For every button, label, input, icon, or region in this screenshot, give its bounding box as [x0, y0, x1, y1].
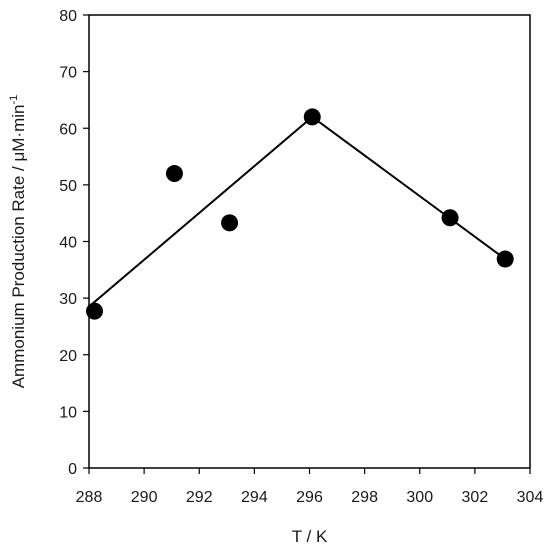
- data-point: [496, 250, 514, 268]
- y-tick-label: 10: [59, 404, 77, 421]
- y-tick-label: 50: [59, 178, 77, 195]
- x-tick-label: 300: [406, 489, 433, 506]
- x-axis-title: T / K: [292, 527, 328, 546]
- data-point: [86, 302, 104, 320]
- plot-frame: [88, 14, 531, 469]
- x-tick-label: 292: [186, 489, 213, 506]
- y-tick-label: 80: [59, 8, 77, 25]
- y-tick-label: 40: [59, 235, 77, 252]
- x-tick-label: 302: [462, 489, 489, 506]
- y-tick-label: 70: [59, 65, 77, 82]
- y-axis-title: Ammonium Production Rate / μM·min-1: [8, 95, 28, 389]
- trend-line: [88, 115, 506, 308]
- data-point: [221, 214, 239, 232]
- y-axis-title-superscript: -1: [8, 95, 20, 105]
- y-tick-label: 30: [59, 291, 77, 308]
- marker-layer: [86, 108, 514, 320]
- ticks-layer: [83, 14, 531, 474]
- x-tick-label: 294: [241, 489, 268, 506]
- x-tick-label: 304: [517, 489, 544, 506]
- tick-labels-layer: 288 290 292 294 296 298 300 302 3040102030405060…: [59, 8, 543, 506]
- data-point: [303, 108, 321, 126]
- x-tick-label: 288: [76, 489, 103, 506]
- y-tick-label: 60: [59, 121, 77, 138]
- y-tick-label: 20: [59, 348, 77, 365]
- data-point: [165, 165, 183, 183]
- x-tick-label: 298: [351, 489, 378, 506]
- x-tick-label: 296: [296, 489, 323, 506]
- trend-line-layer: [88, 115, 506, 308]
- y-tick-label: 0: [68, 461, 77, 478]
- x-tick-label: 290: [131, 489, 158, 506]
- data-point: [441, 209, 459, 227]
- y-axis-title-text: Ammonium Production Rate / μM·min: [9, 105, 28, 389]
